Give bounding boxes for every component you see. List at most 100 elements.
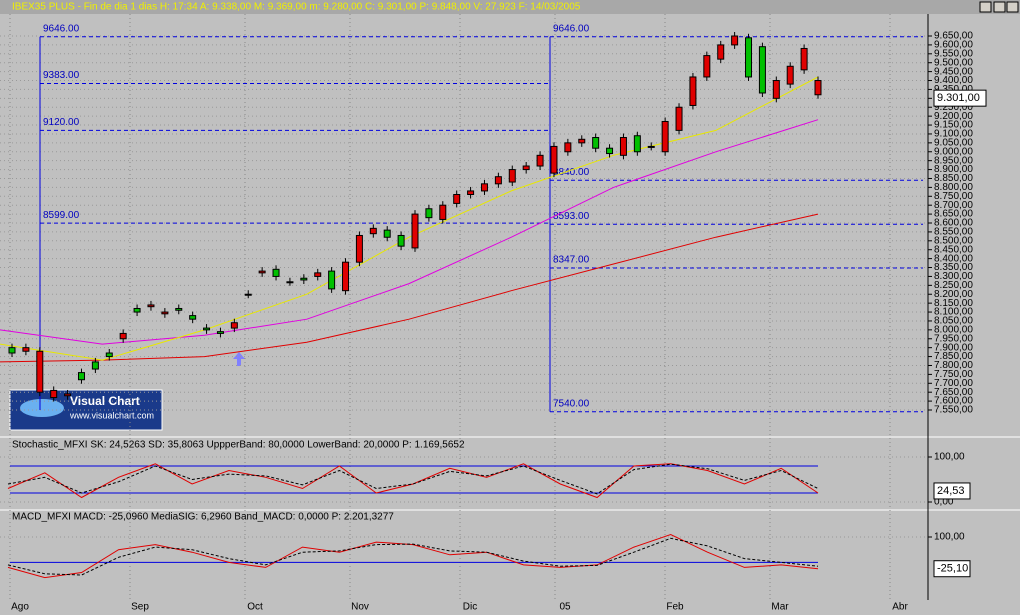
minimize-button[interactable] <box>979 1 992 13</box>
candle <box>133 307 141 313</box>
y-tick-label: 9.650,00 <box>934 31 973 42</box>
candle <box>439 204 447 220</box>
indicator-line <box>7 463 819 495</box>
y-tick-label: 9.550,00 <box>934 48 973 59</box>
x-tick-label: Feb <box>666 602 684 613</box>
moving-average <box>0 213 819 363</box>
y-tick-label: 0,00 <box>934 497 954 508</box>
candle <box>508 169 516 183</box>
y-tick-label: 7.700,00 <box>934 378 973 389</box>
candle <box>244 293 252 296</box>
candle <box>397 234 405 247</box>
arrow-marker <box>233 352 245 366</box>
y-tick-label: 7.750,00 <box>934 369 973 380</box>
fib-label: 8347.00 <box>553 255 590 266</box>
candle <box>286 281 294 284</box>
y-tick-label: 7.900,00 <box>934 342 973 353</box>
candle <box>203 327 211 331</box>
y-tick-label: 7.950,00 <box>934 333 973 344</box>
title-bar <box>0 0 1020 14</box>
candle <box>745 37 753 78</box>
y-tick-label: 8.900,00 <box>934 164 973 175</box>
candle <box>494 176 502 185</box>
y-tick-label: 8.200,00 <box>934 289 973 300</box>
y-tick-label: 9.100,00 <box>934 129 973 140</box>
candle <box>342 261 350 292</box>
candle <box>522 165 530 171</box>
candle <box>800 47 808 71</box>
y-tick-label: 8.850,00 <box>934 173 973 184</box>
y-tick-label: 7.850,00 <box>934 351 973 362</box>
y-tick-label: 8.500,00 <box>934 235 973 246</box>
y-tick-label: 8.650,00 <box>934 209 973 220</box>
y-tick-label: 8.300,00 <box>934 271 973 282</box>
indicator-line <box>7 537 819 576</box>
fib-label: 8593.00 <box>553 211 590 222</box>
y-tick-label: 8.700,00 <box>934 200 973 211</box>
candle <box>77 372 85 381</box>
candle <box>647 145 655 148</box>
candle <box>216 331 224 334</box>
x-tick-label: Ago <box>11 602 29 613</box>
fib-label: 9120.00 <box>43 117 80 128</box>
x-tick-label: Sep <box>131 602 149 613</box>
candle <box>383 229 391 238</box>
y-tick-label: 8.550,00 <box>934 227 973 238</box>
y-tick-label: 7.600,00 <box>934 396 973 407</box>
candle <box>119 332 127 340</box>
y-tick-label: 9.250,00 <box>934 102 973 113</box>
candle <box>50 389 58 399</box>
candle <box>661 120 669 153</box>
y-tick-label: 8.400,00 <box>934 253 973 264</box>
candle <box>258 270 266 274</box>
maximize-button[interactable] <box>993 1 1006 13</box>
x-tick-label: Oct <box>247 602 263 613</box>
candle <box>355 234 363 263</box>
header: IBEX35 PLUS - Fin de dia 1 dias H: 17:34… <box>12 2 581 13</box>
candle <box>703 55 711 78</box>
candle <box>22 347 30 352</box>
y-tick-label: 8.350,00 <box>934 262 973 273</box>
candle <box>8 347 16 354</box>
last-value: 9.301,00 <box>937 92 980 104</box>
candle <box>175 307 183 311</box>
y-tick-label: 9.450,00 <box>934 66 973 77</box>
fib-label: 9646.00 <box>43 23 80 34</box>
x-tick-label: Abr <box>892 602 908 613</box>
logo-icon <box>20 399 64 417</box>
candle <box>689 76 697 106</box>
x-tick-label: Mar <box>771 602 789 613</box>
y-tick-label: 8.800,00 <box>934 182 973 193</box>
y-tick-label: 8.050,00 <box>934 316 973 327</box>
candle <box>36 350 44 393</box>
x-tick-label: 05 <box>559 602 571 613</box>
candle <box>453 194 461 204</box>
y-tick-label: 8.450,00 <box>934 244 973 255</box>
close-button[interactable] <box>1006 1 1019 13</box>
logo-url: www.visualchart.com <box>69 410 154 420</box>
y-tick-label: 9.000,00 <box>934 146 973 157</box>
y-tick-label: 7.550,00 <box>934 405 973 416</box>
candle <box>147 304 155 308</box>
candle <box>731 35 739 46</box>
candle <box>786 65 794 85</box>
y-tick-label: 9.350,00 <box>934 84 973 95</box>
moving-average <box>0 76 819 361</box>
candle <box>564 142 572 153</box>
y-tick-label: 9.200,00 <box>934 111 973 122</box>
y-tick-label: 9.050,00 <box>934 137 973 148</box>
candle <box>814 80 822 96</box>
y-tick-label: 100,00 <box>934 452 965 463</box>
x-tick-label: Nov <box>351 602 369 613</box>
candle <box>717 44 725 60</box>
y-tick-label: 8.000,00 <box>934 324 973 335</box>
candle <box>328 270 336 290</box>
y-tick-label: 8.100,00 <box>934 307 973 318</box>
candle <box>592 137 600 149</box>
y-tick-label: 100,00 <box>934 532 965 543</box>
last-value: -25,10 <box>937 563 968 575</box>
y-tick-label: 8.150,00 <box>934 298 973 309</box>
y-tick-label: 9.400,00 <box>934 75 973 86</box>
